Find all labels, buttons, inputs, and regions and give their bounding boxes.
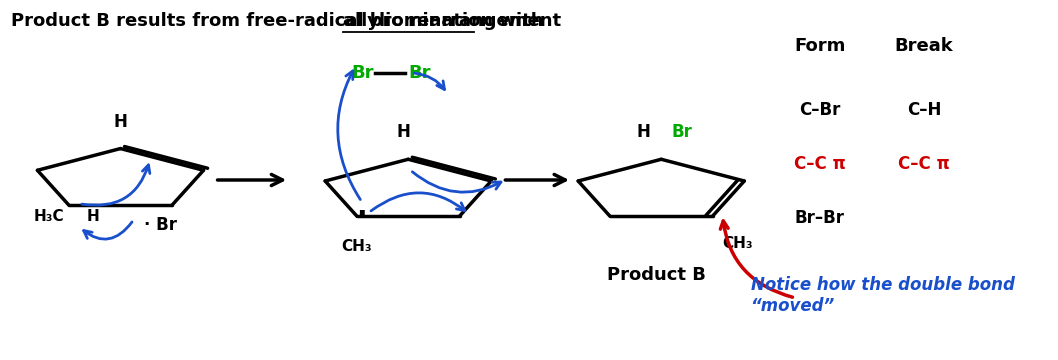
Text: allylic rearrangement: allylic rearrangement [343,12,561,30]
Text: C–C π: C–C π [795,155,845,173]
Text: ·: · [357,201,367,228]
Text: · Br: · Br [144,216,177,234]
Text: Notice how the double bond
“moved”: Notice how the double bond “moved” [750,276,1015,315]
Text: Break: Break [895,37,953,55]
Text: C–C π: C–C π [898,155,950,173]
Text: Br: Br [351,64,373,82]
Text: Br: Br [408,64,431,82]
Text: Br: Br [671,123,692,141]
Text: CH₃: CH₃ [342,239,372,255]
Text: C–Br: C–Br [799,102,841,120]
Text: H: H [397,123,411,141]
Text: H: H [637,123,651,141]
Text: CH₃: CH₃ [723,236,753,251]
Text: H: H [87,209,99,224]
Text: H₃C: H₃C [34,209,65,224]
Text: Product B: Product B [607,266,706,284]
Text: Form: Form [795,37,845,55]
Text: H: H [113,113,127,131]
Text: Br–Br: Br–Br [795,208,845,226]
Text: Product B results from free-radical bromination with: Product B results from free-radical brom… [12,12,550,30]
Text: C–H: C–H [907,102,942,120]
